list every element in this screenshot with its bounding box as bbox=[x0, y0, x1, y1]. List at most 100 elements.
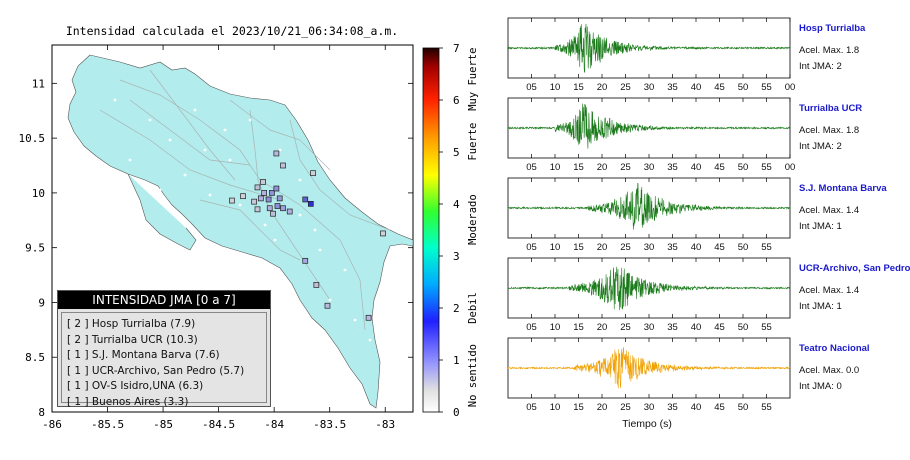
colorbar-tick-label: 3 bbox=[453, 250, 460, 263]
town-dot bbox=[248, 118, 252, 122]
trace-tick-label: 20 bbox=[597, 322, 608, 333]
trace-station-name: Teatro Nacional bbox=[799, 343, 870, 354]
trace-tick-label: 50 bbox=[738, 242, 749, 253]
town-dot bbox=[203, 148, 207, 152]
station-marker bbox=[265, 196, 272, 203]
trace-accel-max: Acel. Max. 1.8 bbox=[799, 125, 860, 136]
trace-tick-label: 55 bbox=[761, 82, 772, 93]
trace-tick-label: 10 bbox=[550, 162, 561, 173]
town-dot bbox=[313, 228, 317, 232]
trace-tick-label: 25 bbox=[620, 322, 631, 333]
station-marker bbox=[307, 201, 314, 207]
lon-tick-label: -86 bbox=[42, 418, 62, 431]
station-marker bbox=[240, 193, 246, 200]
waveform-trace bbox=[507, 103, 791, 149]
station-marker bbox=[257, 195, 264, 202]
town-dot bbox=[298, 178, 302, 182]
trace-tick-label: 15 bbox=[573, 322, 584, 333]
map-title: Intensidad calculada el 2023/10/21_06:34… bbox=[66, 24, 398, 38]
legend-item: [ 1 ] S.J. Montana Barva (7.6) bbox=[67, 349, 220, 362]
trace-tick-label: 45 bbox=[714, 322, 725, 333]
colorbar-category-label: Moderado bbox=[467, 194, 479, 245]
colorbar-category-label: Debil bbox=[467, 292, 479, 324]
station-marker bbox=[229, 197, 235, 204]
intensity-colorbar bbox=[422, 47, 440, 413]
trace-panel: 05 10 15 20 25 30 35 40 45 50 55 00 bbox=[507, 17, 795, 93]
waveform-trace bbox=[507, 23, 791, 74]
town-dot bbox=[278, 148, 282, 152]
trace-tick-label: 35 bbox=[667, 322, 678, 333]
legend-item: [ 1 ] Buenos Aires (3.3) bbox=[67, 395, 189, 408]
town-dot bbox=[113, 98, 117, 102]
lat-tick-label: 8 bbox=[38, 406, 45, 419]
trace-tick-label: 15 bbox=[573, 162, 584, 173]
station-marker bbox=[260, 179, 266, 185]
trace-tick-label: 30 bbox=[644, 162, 655, 173]
trace-tick-label: 10 bbox=[550, 402, 561, 413]
station-marker bbox=[254, 184, 261, 191]
trace-tick-label: 55 bbox=[761, 402, 772, 413]
lat-tick-label: 10.5 bbox=[19, 132, 46, 145]
trace-station-name: S.J. Montana Barva bbox=[799, 183, 887, 194]
town-dot bbox=[148, 118, 152, 122]
trace-tick-label: 40 bbox=[691, 402, 702, 413]
trace-tick-label: 35 bbox=[667, 242, 678, 253]
town-dot bbox=[223, 128, 227, 132]
trace-tick-label: 50 bbox=[738, 322, 749, 333]
station-marker bbox=[251, 198, 258, 205]
trace-tick-label: 45 bbox=[714, 402, 725, 413]
station-marker bbox=[274, 203, 281, 209]
station-marker bbox=[269, 190, 275, 196]
colorbar-tick-label: 2 bbox=[453, 302, 460, 315]
lat-tick-label: 9.5 bbox=[25, 242, 45, 255]
trace-panel: 05 10 15 20 25 30 35 40 45 50 55 bbox=[507, 257, 791, 333]
station-marker bbox=[324, 302, 331, 309]
station-marker bbox=[273, 185, 280, 192]
town-dot bbox=[343, 268, 347, 272]
station-marker bbox=[276, 195, 283, 202]
trace-tick-label: 50 bbox=[738, 402, 749, 413]
legend-item: [ 2 ] Turrialba UCR (10.3) bbox=[67, 333, 198, 346]
town-dot bbox=[368, 338, 372, 342]
trace-tick-label: 15 bbox=[573, 402, 584, 413]
trace-jma-intensity: Int JMA: 1 bbox=[799, 221, 842, 232]
town-dot bbox=[193, 108, 197, 112]
trace-tick-label: 20 bbox=[597, 82, 608, 93]
trace-jma-intensity: Int JMA: 2 bbox=[799, 141, 842, 152]
map-area bbox=[67, 54, 413, 409]
trace-tick-label: 40 bbox=[691, 162, 702, 173]
trace-tick-label: 35 bbox=[667, 162, 678, 173]
trace-tick-label: 50 bbox=[738, 162, 749, 173]
trace-tick-label: 05 bbox=[526, 82, 537, 93]
trace-accel-max: Acel. Max. 1.4 bbox=[799, 285, 860, 296]
colorbar-category-label: Muy Fuerte bbox=[467, 48, 479, 111]
trace-tick-label: 40 bbox=[691, 82, 702, 93]
trace-station-name: Turrialba UCR bbox=[799, 103, 863, 114]
town-dot bbox=[263, 223, 267, 227]
legend-item: [ 1 ] OV-S Isidro,UNA (6.3) bbox=[67, 380, 204, 393]
trace-tick-label: 45 bbox=[714, 82, 725, 93]
colorbar-ticks: 0 1 2 3 4 5 6 7 bbox=[439, 42, 460, 419]
town-dot bbox=[318, 248, 322, 252]
station-marker bbox=[302, 257, 309, 264]
station-marker bbox=[254, 206, 261, 213]
trace-jma-intensity: Int JMA: 1 bbox=[799, 301, 842, 312]
town-dot bbox=[168, 138, 172, 142]
trace-tick-label: 10 bbox=[550, 242, 561, 253]
colorbar-tick-label: 6 bbox=[453, 94, 460, 107]
town-dot bbox=[128, 158, 132, 162]
waveform-trace bbox=[507, 182, 791, 230]
trace-jma-intensity: Int JMA: 2 bbox=[799, 61, 842, 72]
lon-tick-label: -83 bbox=[375, 418, 395, 431]
legend-item: [ 2 ] Hosp Turrialba (7.9) bbox=[67, 318, 196, 330]
trace-panel: 05 10 15 20 25 30 35 40 45 50 55 00 bbox=[507, 97, 795, 173]
trace-tick-label: 50 bbox=[738, 82, 749, 93]
station-marker bbox=[302, 196, 309, 203]
colorbar-tick-label: 5 bbox=[453, 146, 460, 159]
trace-station-name: UCR-Archivo, San Pedro bbox=[799, 263, 910, 274]
station-marker bbox=[365, 314, 372, 321]
station-marker bbox=[270, 210, 276, 217]
trace-tick-label: 30 bbox=[644, 322, 655, 333]
trace-jma-intensity: Int JMA: 0 bbox=[799, 381, 842, 392]
